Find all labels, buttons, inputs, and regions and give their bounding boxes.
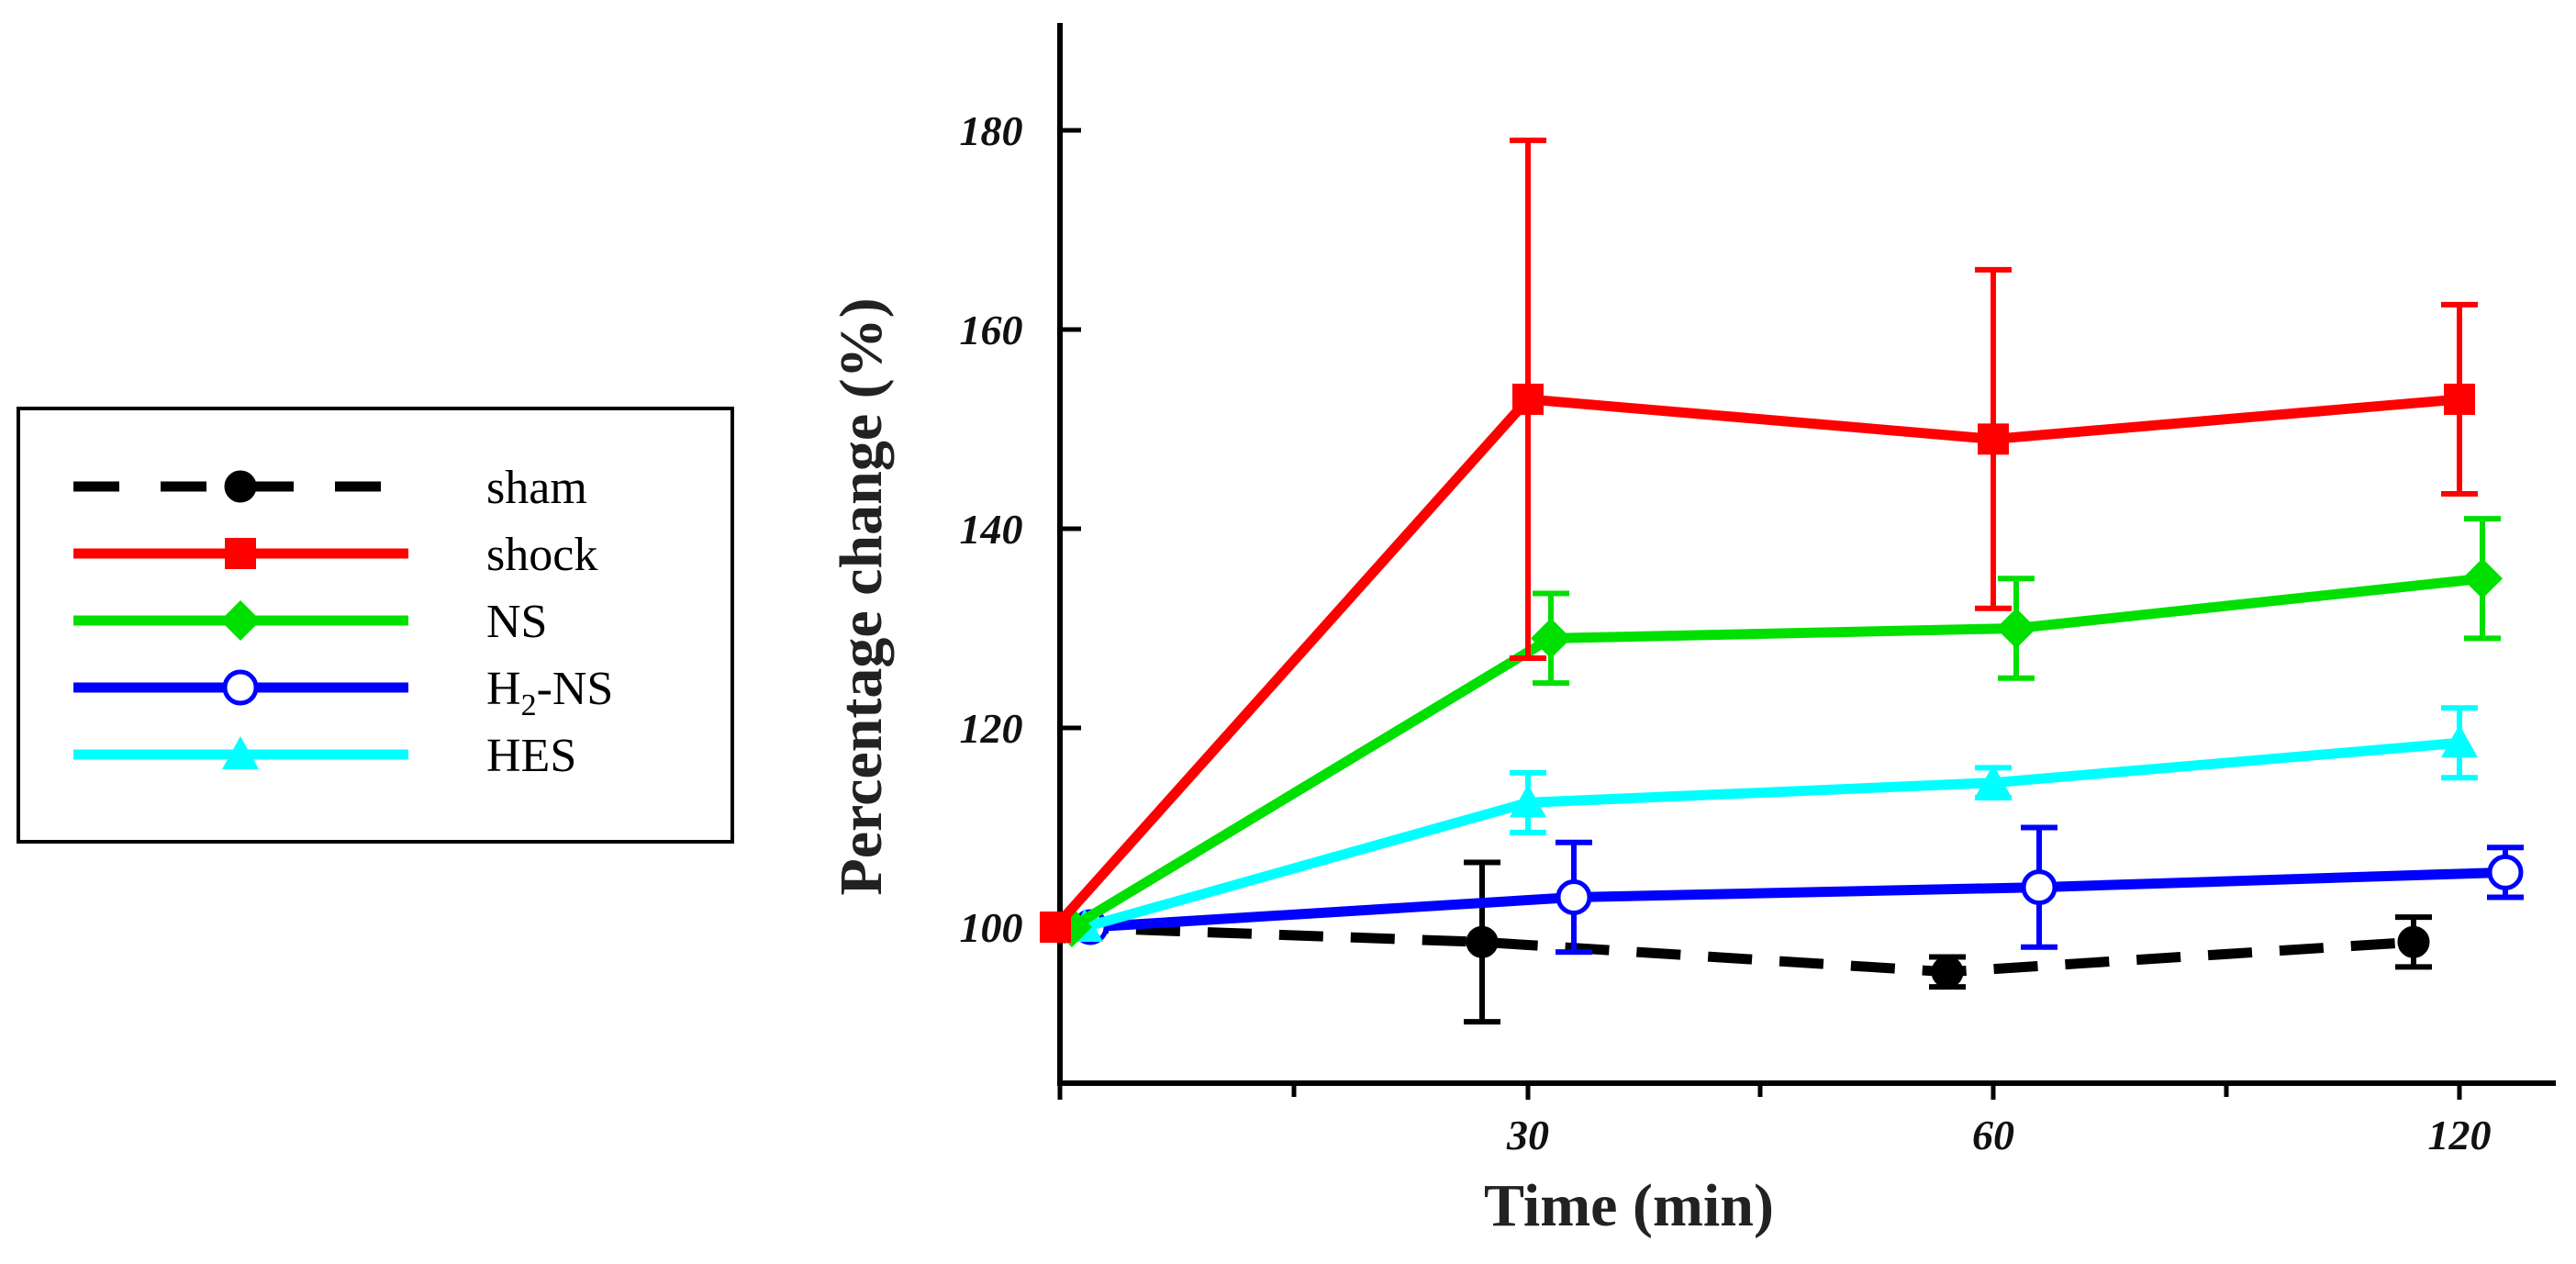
y-tick-label: 160 (960, 307, 1023, 353)
marker-triangle (1510, 784, 1546, 818)
marker-diamond (220, 600, 261, 641)
legend-item: HES (73, 730, 576, 782)
x-axis-title: Time (min) (1484, 1172, 1774, 1239)
y-ticks: 100 120 140 160 180 (960, 107, 1081, 951)
y-axis-title: Percentage change (%) (828, 297, 895, 895)
marker-triangle (1975, 764, 2012, 798)
series-shock (1040, 137, 2478, 943)
x-tick-label: 30 (1506, 1112, 1549, 1158)
marker-open-circle (2487, 854, 2524, 890)
marker-square (1978, 423, 2009, 455)
y-tick-label: 100 (960, 904, 1023, 951)
marker-circle (224, 470, 257, 503)
legend-label: H2-NS (486, 663, 613, 722)
series-line (1064, 922, 2414, 978)
legend-label: HES (486, 730, 576, 782)
y-tick-label: 140 (960, 506, 1023, 553)
series-hes (1066, 705, 2478, 942)
marker-open-circle (222, 669, 259, 706)
legend-label: shock (486, 529, 597, 581)
series-line (1089, 867, 2506, 933)
x-ticks: 30 60 120 (1057, 1083, 2492, 1158)
legend-item: NS (73, 596, 547, 648)
legend-label: NS (486, 596, 547, 648)
legend-item: sham (73, 462, 587, 514)
series-ns (1052, 516, 2503, 947)
marker-square (225, 538, 256, 569)
legend: sham shock NS H2-NS HES (17, 407, 734, 844)
series-line (1051, 394, 2460, 931)
legend-item: H2-NS (73, 663, 613, 722)
marker-square (1512, 383, 1544, 415)
y-tick-label: 120 (960, 705, 1023, 752)
marker-circle (1931, 956, 1964, 989)
marker-circle (2397, 925, 2430, 958)
legend-label: sham (486, 462, 587, 514)
legend-items: sham shock NS H2-NS HES (73, 462, 613, 782)
x-tick-label: 120 (2428, 1112, 2492, 1158)
x-tick-label: 60 (1972, 1112, 2014, 1158)
legend-item: shock (73, 529, 597, 581)
marker-square (1040, 912, 1071, 943)
series-line (1083, 737, 2460, 933)
marker-triangle (2441, 724, 2478, 758)
marker-diamond (1996, 608, 2036, 649)
marker-diamond (2462, 558, 2503, 599)
marker-square (2444, 383, 2475, 415)
marker-open-circle (1556, 878, 1592, 915)
marker-circle (1466, 925, 1499, 958)
y-tick-label: 180 (960, 107, 1023, 154)
marker-open-circle (2021, 869, 2057, 906)
marker-diamond (1531, 618, 1571, 659)
axes (1057, 23, 2556, 1086)
series-line (1069, 573, 2483, 932)
series-layer (1040, 137, 2524, 1025)
marker-triangle (222, 736, 259, 769)
